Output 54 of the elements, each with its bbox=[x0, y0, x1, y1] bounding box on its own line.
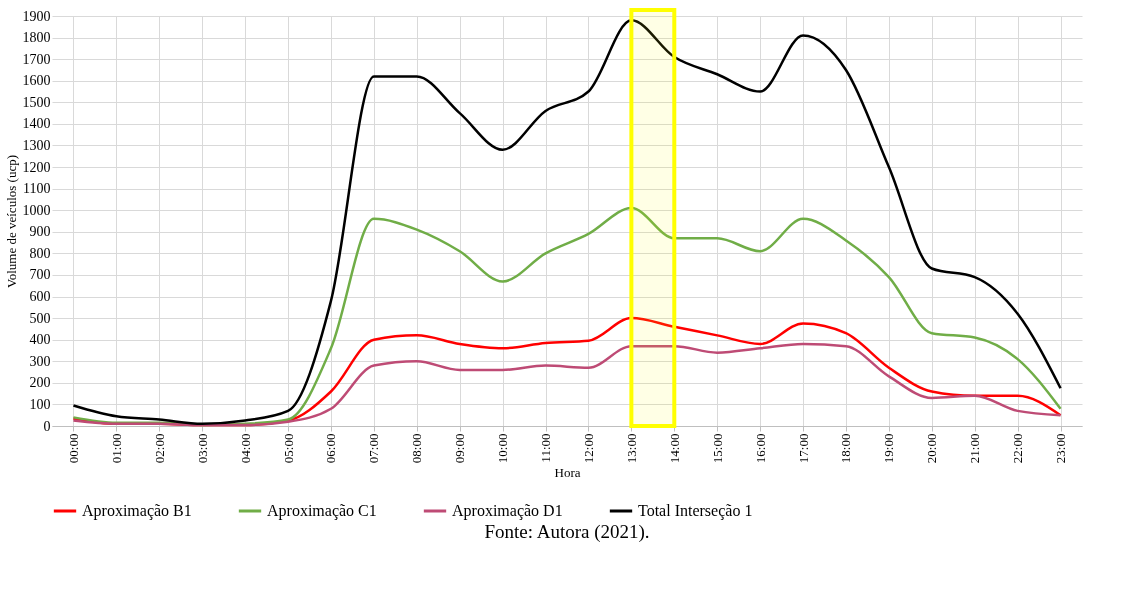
y-tick-label: 1800 bbox=[22, 30, 51, 46]
x-axis-title: Hora bbox=[554, 465, 581, 481]
x-tick-label: 18:00 bbox=[838, 433, 854, 464]
y-tick-label: 1100 bbox=[23, 181, 51, 197]
y-axis-title: Volume de veículos (ucp) bbox=[3, 155, 19, 288]
line-series bbox=[72, 342, 1062, 427]
legend-label: Total Interseção 1 bbox=[638, 502, 753, 520]
y-tick-label: 700 bbox=[29, 267, 51, 283]
y-tick-label: 0 bbox=[43, 418, 51, 434]
y-tick-label: 900 bbox=[29, 224, 51, 240]
x-tick-label: 22:00 bbox=[1010, 433, 1026, 464]
y-tick-label: 400 bbox=[29, 332, 51, 348]
y-tick-label: 1400 bbox=[22, 116, 51, 132]
legend-label: Aproximação D1 bbox=[452, 502, 563, 520]
x-tick-label: 11:00 bbox=[538, 433, 554, 463]
y-tick-label: 200 bbox=[29, 375, 51, 391]
x-tick-label: 15:00 bbox=[709, 433, 725, 464]
x-tick-label: 00:00 bbox=[65, 433, 81, 464]
x-tick-label: 13:00 bbox=[623, 433, 639, 464]
y-tick-label: 600 bbox=[29, 289, 51, 305]
x-tick-label: 20:00 bbox=[924, 433, 940, 464]
x-tick-label: 10:00 bbox=[495, 433, 511, 464]
y-tick-label: 1900 bbox=[22, 8, 51, 24]
x-tick-label: 09:00 bbox=[452, 433, 468, 464]
x-tick-label: 07:00 bbox=[366, 433, 382, 464]
x-tick-label: 14:00 bbox=[666, 433, 682, 464]
y-tick-label: 800 bbox=[29, 245, 51, 261]
x-tick-label: 21:00 bbox=[967, 433, 983, 464]
y-tick-label: 1500 bbox=[22, 94, 51, 110]
x-tick-label: 19:00 bbox=[881, 433, 897, 464]
x-tick-label: 03:00 bbox=[194, 433, 210, 464]
y-tick-label: 500 bbox=[29, 310, 51, 326]
x-tick-label: 04:00 bbox=[237, 433, 253, 464]
legend-label: Aproximação C1 bbox=[267, 502, 377, 520]
y-tick-label: 1600 bbox=[22, 73, 51, 89]
x-tick-label: 17:00 bbox=[795, 433, 811, 464]
legend-label: Aproximação B1 bbox=[82, 502, 192, 520]
x-tick-label: 12:00 bbox=[580, 433, 596, 464]
x-tick-label: 05:00 bbox=[280, 433, 296, 464]
y-tick-label: 1700 bbox=[22, 51, 51, 67]
x-tick-label: 06:00 bbox=[323, 433, 339, 464]
y-tick-label: 1300 bbox=[22, 137, 51, 153]
line-series bbox=[72, 206, 1062, 427]
y-tick-label: 1200 bbox=[22, 159, 51, 175]
x-tick-label: 02:00 bbox=[151, 433, 167, 464]
y-tick-label: 300 bbox=[29, 353, 51, 369]
x-tick-label: 08:00 bbox=[409, 433, 425, 464]
x-tick-label: 16:00 bbox=[752, 433, 768, 464]
source-note: Fonte: Autora (2021). bbox=[484, 521, 650, 543]
line-series bbox=[72, 19, 1062, 426]
y-tick-label: 1000 bbox=[22, 202, 51, 218]
x-tick-label: 23:00 bbox=[1053, 433, 1069, 464]
y-tick-label: 100 bbox=[29, 396, 51, 412]
x-tick-label: 01:00 bbox=[108, 433, 124, 464]
